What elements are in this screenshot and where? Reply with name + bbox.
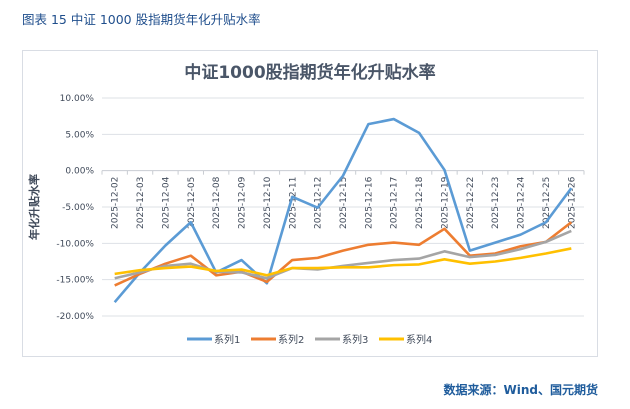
x-tick-label: 2025-12-24 bbox=[517, 176, 527, 229]
x-tick-label: 2025-12-11 bbox=[288, 177, 298, 229]
legend-label: 系列1 bbox=[214, 333, 240, 346]
x-tick-label: 2025-12-22 bbox=[466, 177, 476, 229]
x-tick-label: 2025-12-16 bbox=[364, 176, 374, 229]
chart-frame bbox=[22, 50, 598, 357]
series-line-4 bbox=[114, 247, 572, 277]
x-tick-label: 2025-12-25 bbox=[542, 177, 552, 229]
x-tick-label: 2025-12-04 bbox=[161, 176, 171, 229]
series-line-2 bbox=[114, 221, 573, 287]
x-tick-label: 2025-12-09 bbox=[238, 176, 248, 229]
y-tick-label: -5.00% bbox=[62, 203, 94, 213]
x-tick-label: 2025-12-12 bbox=[314, 177, 324, 229]
y-tick-label: -20.00% bbox=[56, 312, 94, 322]
y-tick-label: -10.00% bbox=[56, 239, 94, 249]
x-tick-label: 2025-12-03 bbox=[136, 177, 146, 229]
series-line-3 bbox=[114, 229, 572, 280]
legend-label: 系列3 bbox=[342, 333, 368, 346]
legend-label: 系列2 bbox=[278, 333, 304, 346]
series-line-1 bbox=[113, 117, 573, 304]
x-tick-label: 2025-12-10 bbox=[263, 176, 273, 229]
x-tick-label: 2025-12-26 bbox=[567, 176, 577, 229]
x-tick-label: 2025-12-15 bbox=[339, 177, 349, 229]
y-tick-label: 0.00% bbox=[65, 167, 94, 177]
x-tick-label: 2025-12-17 bbox=[390, 177, 400, 229]
figure-label: 图表 15 中证 1000 股指期货年化升贴水率 bbox=[22, 12, 261, 27]
x-tick-label: 2025-12-18 bbox=[415, 176, 425, 229]
x-tick-label: 2025-12-02 bbox=[111, 177, 121, 229]
data-source: 数据来源：Wind、国元期货 bbox=[443, 383, 598, 397]
x-tick-label: 2025-12-08 bbox=[212, 176, 222, 229]
x-tick-label: 2025-12-05 bbox=[187, 177, 197, 229]
legend-label: 系列4 bbox=[406, 333, 432, 346]
y-tick-label: 5.00% bbox=[65, 130, 94, 140]
y-tick-label: -15.00% bbox=[56, 276, 94, 286]
chart-title: 中证1000股指期货年化升贴水率 bbox=[184, 62, 435, 83]
x-tick-label: 2025-12-19 bbox=[440, 176, 450, 229]
y-axis-label: 年化升贴水率 bbox=[27, 174, 41, 240]
y-tick-label: 10.00% bbox=[60, 94, 95, 104]
x-tick-label: 2025-12-23 bbox=[491, 177, 501, 229]
